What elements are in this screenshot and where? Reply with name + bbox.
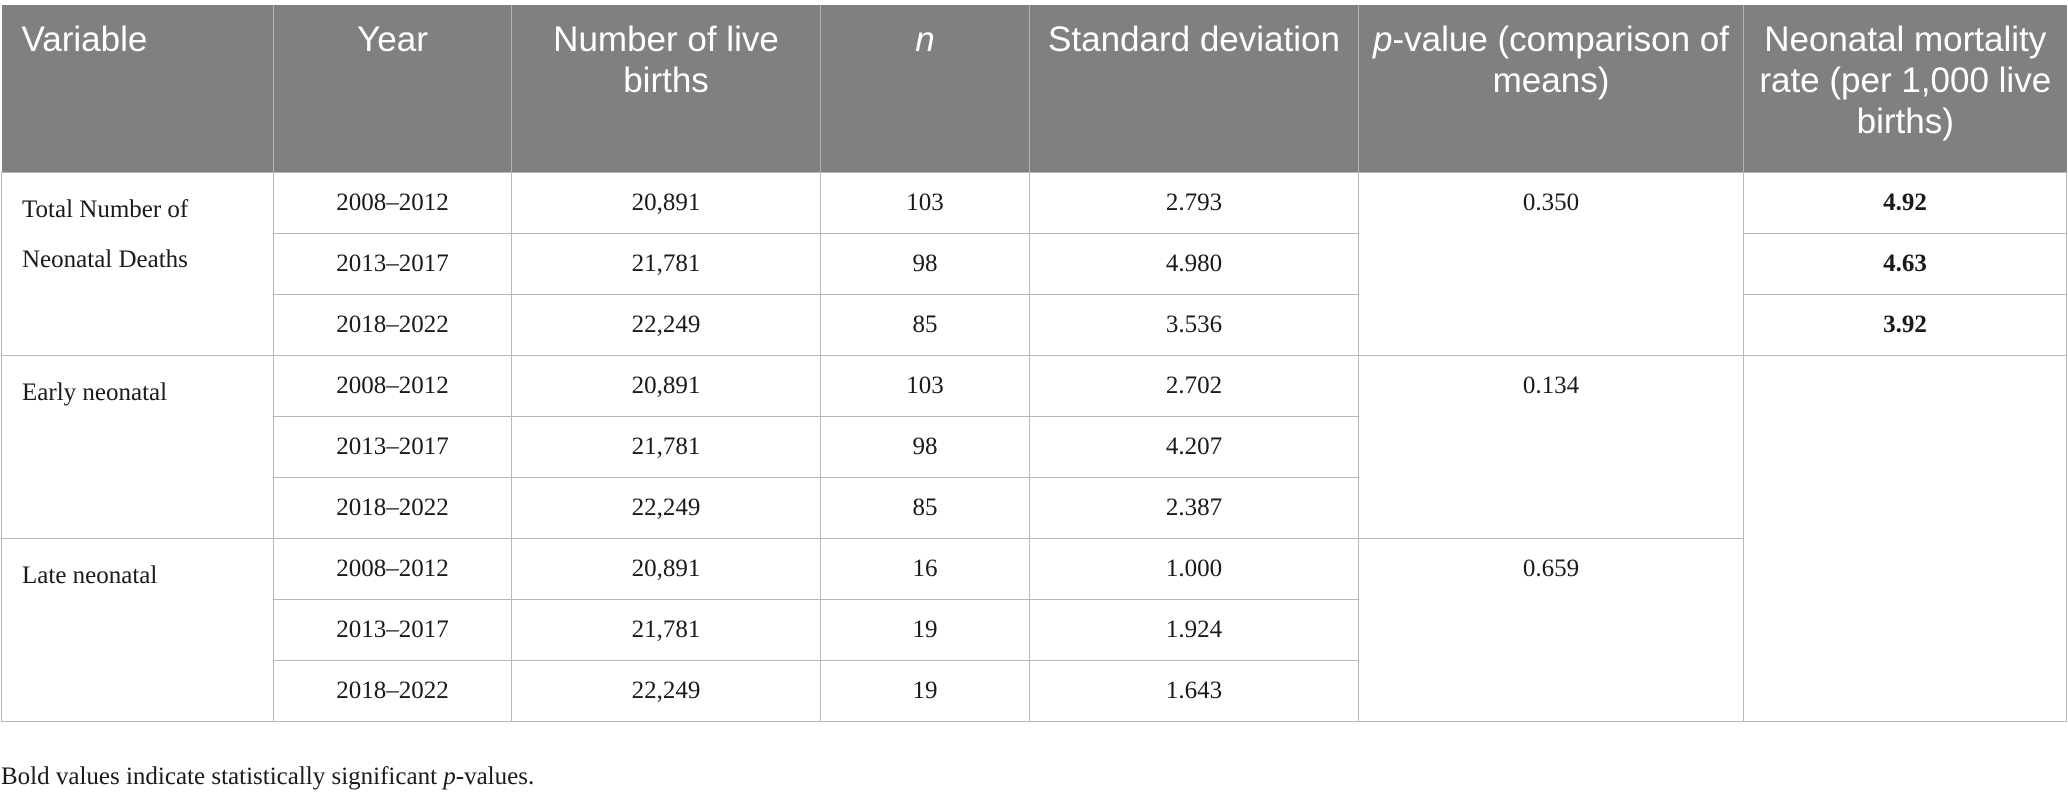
nmr-cell: 4.63	[1743, 232, 2067, 295]
n-cell: 19	[820, 598, 1030, 661]
footnote-before: Bold values indicate statistically signi…	[1, 763, 444, 790]
table-footnote: Bold values indicate statistically signi…	[1, 763, 534, 791]
variable-cell-early: Early neonatal	[1, 354, 274, 539]
live-births-cell: 22,249	[511, 293, 821, 356]
live-births-cell: 22,249	[511, 659, 821, 722]
live-births-cell: 21,781	[511, 598, 821, 661]
table-header: Variable Year Number of live births n St…	[1, 5, 2067, 172]
n-cell: 16	[820, 537, 1030, 600]
neonatal-mortality-table: Variable Year Number of live births n St…	[1, 5, 2067, 722]
p-value-cell-early: 0.134	[1358, 354, 1744, 539]
header-standard-deviation: Standard deviation	[1029, 5, 1359, 172]
sd-cell: 2.387	[1029, 476, 1359, 539]
nmr-cell: 4.92	[1743, 171, 2067, 234]
p-value-cell-late: 0.659	[1358, 537, 1744, 722]
n-cell: 98	[820, 232, 1030, 295]
sd-cell: 4.980	[1029, 232, 1359, 295]
table-row: Early neonatal 2008–2012 20,891 103 2.70…	[1, 354, 2067, 722]
sd-cell: 1.643	[1029, 659, 1359, 722]
table-row: 2013–2017 21,781 19 1.924	[2, 598, 2067, 661]
n-cell: 85	[820, 476, 1030, 539]
table-row: 2013–2017 21,781 98 4.980 4.63	[2, 232, 2067, 295]
year-cell: 2013–2017	[273, 415, 512, 478]
year-cell: 2018–2022	[273, 659, 512, 722]
footnote-italic: p	[443, 763, 456, 790]
live-births-cell: 20,891	[511, 537, 821, 600]
year-cell: 2008–2012	[273, 354, 512, 417]
year-cell: 2008–2012	[273, 171, 512, 234]
header-neonatal-mortality-rate: Neonatal mortality rate (per 1,000 live …	[1743, 5, 2067, 172]
live-births-cell: 20,891	[511, 171, 821, 234]
table-row: 2018–2022 22,249 85 2.387	[2, 476, 2067, 539]
year-cell: 2013–2017	[273, 598, 512, 661]
table-row: Total Number of Neonatal Deaths 2008–201…	[1, 171, 2067, 356]
n-cell: 103	[820, 354, 1030, 417]
year-cell: 2008–2012	[273, 537, 512, 600]
sd-cell: 3.536	[1029, 293, 1359, 356]
sd-cell: 2.793	[1029, 171, 1359, 234]
header-n: n	[820, 5, 1030, 172]
n-cell: 85	[820, 293, 1030, 356]
p-value-cell-total: 0.350	[1358, 171, 1744, 356]
header-n-text: n	[915, 20, 935, 59]
sd-cell: 4.207	[1029, 415, 1359, 478]
n-cell: 98	[820, 415, 1030, 478]
year-cell: 2018–2022	[273, 476, 512, 539]
header-year: Year	[273, 5, 512, 172]
n-cell: 103	[820, 171, 1030, 234]
year-cell: 2018–2022	[273, 293, 512, 356]
year-cell: 2013–2017	[273, 232, 512, 295]
header-live-births: Number of live births	[511, 5, 821, 172]
table-row: Late neonatal 2008–2012 20,891 16 1.000 …	[1, 537, 2067, 722]
n-cell: 19	[820, 659, 1030, 722]
live-births-cell: 20,891	[511, 354, 821, 417]
sd-cell: 1.000	[1029, 537, 1359, 600]
header-p-value: p-value (comparison of means)	[1358, 5, 1744, 172]
footnote-after: -values.	[455, 763, 535, 790]
live-births-cell: 22,249	[511, 476, 821, 539]
header-variable: Variable	[1, 5, 274, 172]
live-births-cell: 21,781	[511, 415, 821, 478]
variable-cell-late: Late neonatal	[1, 537, 274, 722]
table-row: 2018–2022 22,249 85 3.536 3.92	[2, 293, 2067, 356]
nmr-cell: 3.92	[1743, 293, 2067, 356]
variable-cell-total: Total Number of Neonatal Deaths	[1, 171, 274, 356]
table-row: 2018–2022 22,249 19 1.643	[2, 659, 2067, 722]
header-p-value-italic: p	[1372, 20, 1393, 59]
nmr-empty-cell	[1743, 354, 2067, 722]
sd-cell: 2.702	[1029, 354, 1359, 417]
table-body: Total Number of Neonatal Deaths 2008–201…	[1, 171, 2067, 722]
header-p-value-rest: -value (comparison of means)	[1392, 20, 1729, 100]
sd-cell: 1.924	[1029, 598, 1359, 661]
live-births-cell: 21,781	[511, 232, 821, 295]
